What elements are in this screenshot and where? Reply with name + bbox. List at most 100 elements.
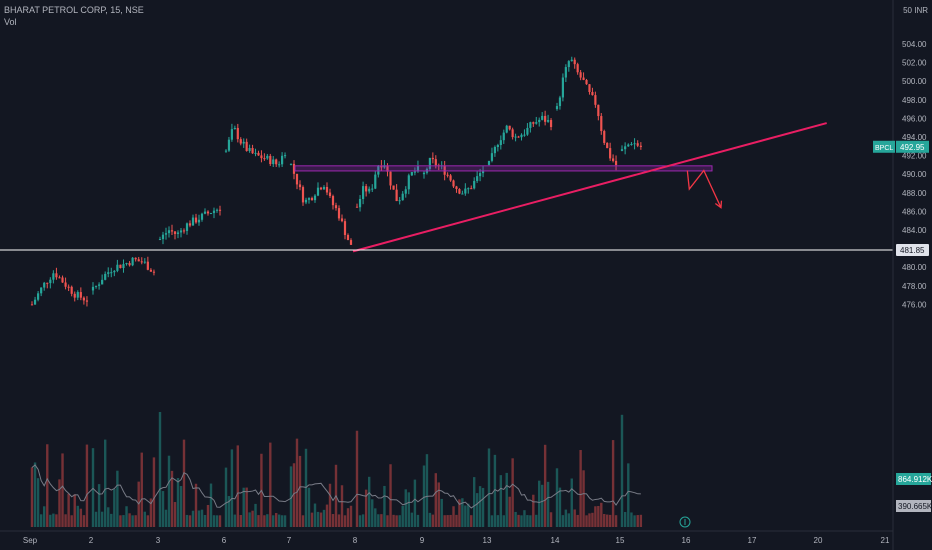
candle-body [582,77,585,80]
volume-bar [239,515,242,527]
candle-body [134,257,137,260]
candle-body [449,175,452,181]
volume-bar [328,483,332,527]
volume-bar [490,515,494,527]
volume-bar [416,514,420,527]
volume-bar [140,452,143,527]
projection-arrowhead [714,200,723,209]
volume-bar [52,513,55,527]
candle-body [555,106,559,110]
candle-body [239,139,242,144]
volume-bar [346,508,350,527]
candle-body [377,165,380,175]
volume-value-tag [896,473,931,485]
candle-body [161,234,165,240]
candle-body [558,97,562,107]
volume-bar [209,483,213,527]
candle-body [97,284,101,286]
candle-body [585,79,588,85]
candle-body [266,155,269,159]
candle-body [505,125,508,133]
volume-bar [49,514,52,527]
volume-bar [543,444,547,527]
candle-body [576,64,579,73]
candle-body [561,77,565,98]
volume-bar [404,489,407,527]
volume-bar [413,479,417,527]
volume-bar [588,513,591,527]
candle-body [245,141,248,151]
volume-bar [67,493,70,527]
candle-body [591,92,594,96]
volume-bar [97,484,101,527]
volume-bar [555,468,559,527]
candle-body [313,195,317,201]
candle-body [614,160,618,166]
volume-bar [579,450,582,527]
candle-body [398,200,401,202]
candle-body [633,143,636,145]
volume-bar [200,509,204,527]
volume-bar [514,511,517,527]
volume-bar [380,514,383,527]
candle-body [493,147,497,154]
volume-bar [131,515,134,527]
volume-bar [535,514,538,527]
candle-body [413,171,417,173]
volume-bar [343,515,347,527]
candle-body [113,270,116,273]
candle-body [188,223,192,226]
candle-body [170,230,174,232]
dividend-marker-icon[interactable] [679,516,691,528]
candle-body [218,209,222,211]
candle-body [73,293,76,298]
volume-bar [597,505,600,527]
volume-bar [191,510,195,527]
candle-body [176,232,180,234]
volume-bar [623,511,627,527]
volume-bar [461,498,464,527]
volume-bar [125,506,128,527]
projection-arrow-path[interactable] [686,169,722,208]
candle-body [383,165,386,168]
volume-bar [407,492,411,527]
volume-bar [43,506,46,527]
price-tick-label: 502.00 [902,59,927,68]
volume-bar [523,510,526,527]
volume-bar [614,515,618,527]
candle-body [532,122,535,124]
candle-body [289,163,293,165]
candle-body [407,175,410,190]
volume-bar [636,515,639,527]
volume-indicator-label[interactable]: Vol [4,17,17,27]
candle-body [215,209,219,211]
price-tick-label: 496.00 [902,114,927,123]
volume-bar [298,455,302,527]
time-tick-label: 14 [551,536,560,545]
candle-body [481,170,485,174]
volume-bar [532,494,535,527]
candle-body [191,217,195,226]
horizontal-line-price-label: 481.85 [900,246,925,255]
candle-body [263,158,266,160]
volume-bar [280,515,284,527]
candle-body [627,144,630,147]
candle-body [248,148,251,151]
candle-body [461,193,464,195]
volume-bar [254,503,257,527]
candle-body [538,119,541,123]
candle-body [224,150,228,152]
volume-bar [319,512,323,527]
volume-bar [576,514,579,527]
symbol-title[interactable]: BHARAT PETROL CORP, 15, NSE [4,5,144,15]
volume-bar [364,489,368,527]
support-zone-rectangle[interactable] [294,165,713,172]
trendline[interactable] [352,122,827,253]
candle-body [91,286,95,291]
candle-body [319,187,323,190]
volume-bar [85,444,89,527]
volume-bar [425,454,429,527]
candle-body [455,186,458,190]
volume-bar [573,509,576,527]
